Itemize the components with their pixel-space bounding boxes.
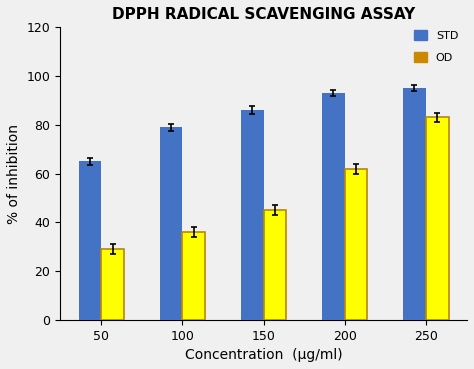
Legend: STD, OD: STD, OD	[410, 27, 462, 66]
Bar	[264, 210, 286, 320]
X-axis label: Concentration  (μg/ml): Concentration (μg/ml)	[185, 348, 342, 362]
Bar	[241, 110, 264, 320]
Title: DPPH RADICAL SCAVENGING ASSAY: DPPH RADICAL SCAVENGING ASSAY	[112, 7, 415, 22]
Bar	[426, 117, 448, 320]
Bar	[79, 161, 101, 320]
Bar	[403, 88, 426, 320]
Bar	[322, 93, 345, 320]
Bar	[101, 249, 124, 320]
Bar	[182, 232, 205, 320]
Bar	[345, 169, 367, 320]
Bar	[160, 127, 182, 320]
Y-axis label: % of inhibition: % of inhibition	[7, 124, 21, 224]
